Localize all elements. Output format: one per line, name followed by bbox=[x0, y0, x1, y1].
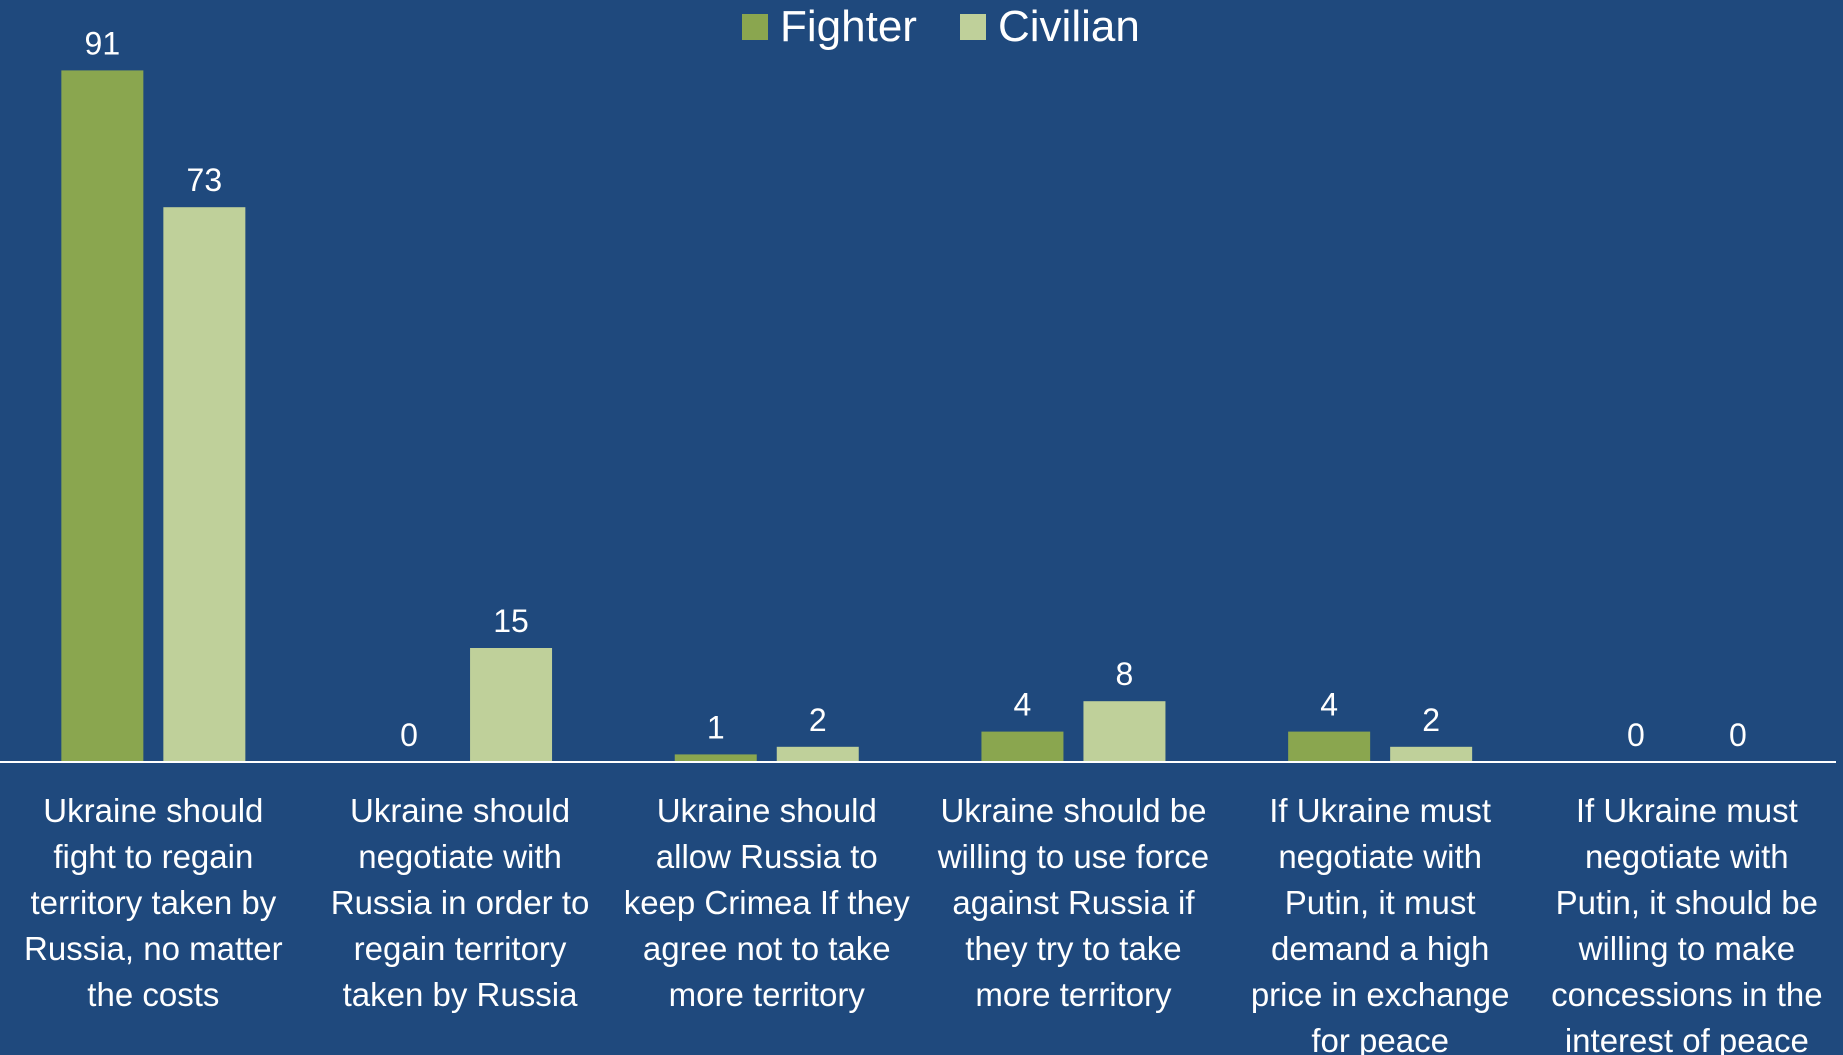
data-label-civilian-3: 8 bbox=[1116, 656, 1134, 692]
data-label-fighter-3: 4 bbox=[1014, 687, 1032, 723]
category-label-line: interest of peace bbox=[1565, 1022, 1809, 1055]
category-labels-group: Ukraine should fight to regain territory t… bbox=[24, 792, 1823, 1055]
category-label-line: willing to make bbox=[1578, 930, 1795, 967]
bar-civilian-0 bbox=[163, 207, 246, 762]
bar-fighter-2 bbox=[674, 754, 757, 762]
category-label-line: territory taken by bbox=[30, 884, 276, 921]
category-label-line: Ukraine should bbox=[350, 792, 570, 829]
category-label-line: Russia in order to bbox=[331, 884, 590, 921]
category-label-line: more territory bbox=[669, 976, 866, 1013]
data-label-civilian-0: 73 bbox=[187, 162, 223, 198]
category-label-line: If Ukraine must bbox=[1269, 792, 1491, 829]
category-label-line: against Russia if bbox=[952, 884, 1195, 921]
category-label-line: Russia, no matter bbox=[24, 930, 283, 967]
data-label-civilian-4: 2 bbox=[1422, 702, 1440, 738]
bar-fighter-3 bbox=[981, 731, 1064, 762]
category-label-1: Ukraine should negotiate with Russia in or… bbox=[331, 792, 590, 1013]
category-label-2: Ukraine should allow Russia to keep Crimea… bbox=[624, 792, 911, 1013]
bar-civilian-2 bbox=[776, 746, 859, 762]
category-label-line: Putin, it must bbox=[1285, 884, 1476, 921]
category-label-line: allow Russia to bbox=[656, 838, 878, 875]
category-label-line: negotiate with bbox=[1278, 838, 1482, 875]
data-label-civilian-1: 15 bbox=[493, 603, 529, 639]
category-label-line: Ukraine should bbox=[43, 792, 263, 829]
category-label-line: concessions in the bbox=[1551, 976, 1823, 1013]
category-label-line: agree not to take bbox=[643, 930, 891, 967]
category-label-line: demand a high bbox=[1271, 930, 1489, 967]
category-label-5: If Ukraine must negotiate with Putin, it s… bbox=[1551, 792, 1823, 1055]
category-label-line: negotiate with bbox=[1585, 838, 1789, 875]
category-label-line: keep Crimea If they bbox=[624, 884, 911, 921]
category-label-line: regain territory bbox=[354, 930, 567, 967]
category-label-line: negotiate with bbox=[358, 838, 562, 875]
data-label-fighter-2: 1 bbox=[707, 709, 725, 745]
bar-civilian-3 bbox=[1083, 701, 1166, 762]
legend-label-civilian: Civilian bbox=[998, 2, 1140, 51]
category-label-4: If Ukraine must negotiate with Putin, it m… bbox=[1251, 792, 1510, 1055]
category-label-0: Ukraine should fight to regain territory t… bbox=[24, 792, 283, 1013]
category-label-line: more territory bbox=[975, 976, 1172, 1013]
bars-group bbox=[61, 70, 1473, 762]
category-label-line: taken by Russia bbox=[343, 976, 578, 1013]
legend-swatch-fighter bbox=[742, 14, 768, 40]
data-label-fighter-5: 0 bbox=[1627, 717, 1645, 753]
category-label-line: willing to use force bbox=[937, 838, 1209, 875]
bar-fighter-0 bbox=[61, 70, 144, 762]
data-label-civilian-5: 0 bbox=[1729, 717, 1747, 753]
legend-label-fighter: Fighter bbox=[780, 2, 917, 51]
bar-fighter-4 bbox=[1288, 731, 1371, 762]
category-label-line: for peace bbox=[1311, 1022, 1449, 1055]
data-label-fighter-4: 4 bbox=[1320, 687, 1338, 723]
data-label-fighter-0: 91 bbox=[85, 25, 121, 61]
category-label-3: Ukraine should be willing to use force aga… bbox=[937, 792, 1209, 1013]
category-label-line: price in exchange bbox=[1251, 976, 1510, 1013]
value-labels-group: 91 73 0 15 1 2 4 8 4 2 0 0 bbox=[85, 25, 1747, 753]
legend-swatch-civilian bbox=[960, 14, 986, 40]
category-label-line: Ukraine should bbox=[657, 792, 877, 829]
category-label-line: fight to regain bbox=[53, 838, 253, 875]
legend: Fighter Civilian bbox=[742, 2, 1140, 51]
category-label-line: the costs bbox=[87, 976, 219, 1013]
bar-civilian-1 bbox=[470, 648, 553, 762]
category-label-line: Putin, it should be bbox=[1556, 884, 1818, 921]
data-label-fighter-1: 0 bbox=[400, 717, 418, 753]
category-label-line: If Ukraine must bbox=[1576, 792, 1798, 829]
bar-civilian-4 bbox=[1390, 746, 1473, 762]
data-label-civilian-2: 2 bbox=[809, 702, 827, 738]
category-label-line: Ukraine should be bbox=[940, 792, 1206, 829]
category-label-line: they try to take bbox=[965, 930, 1181, 967]
